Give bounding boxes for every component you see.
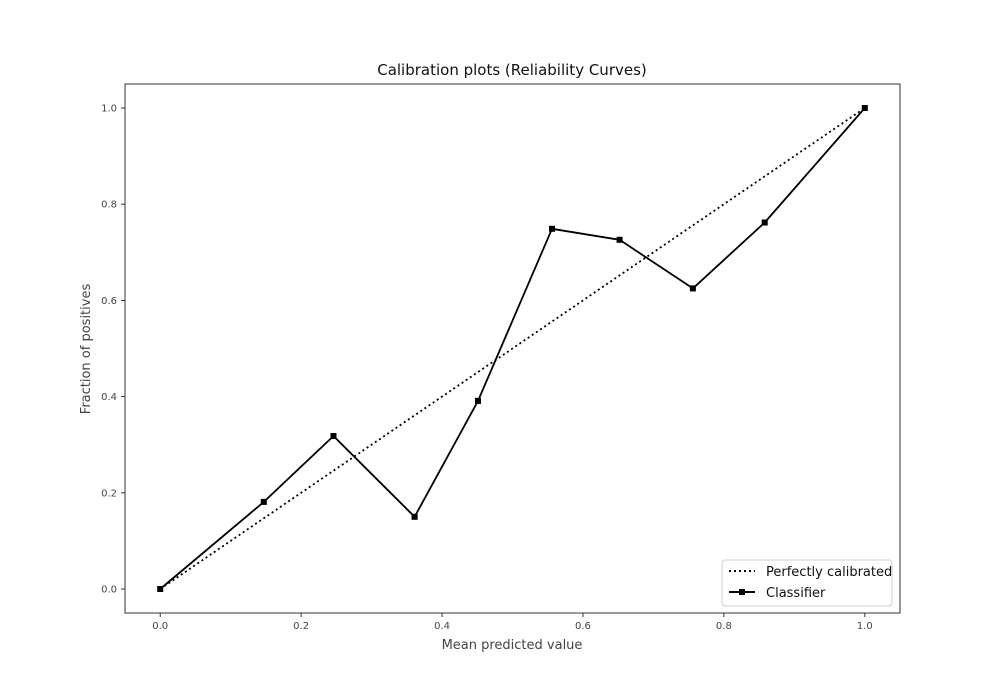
series-perfectly-calibrated-line bbox=[159, 107, 866, 590]
x-tick-label: 0.8 bbox=[716, 621, 732, 632]
x-tick-label: 1.0 bbox=[857, 621, 873, 632]
x-axis: 0.0 0.2 0.4 0.6 0.8 1.0 bbox=[152, 613, 873, 632]
series-classifier-point bbox=[157, 586, 164, 592]
series-classifier-point bbox=[761, 219, 768, 226]
y-tick-label: 0.2 bbox=[101, 488, 117, 499]
series-classifier-point bbox=[689, 285, 696, 292]
chart-title: Calibration plots (Reliability Curves) bbox=[377, 61, 647, 79]
legend: Perfectly calibrated Classifier bbox=[721, 559, 893, 607]
y-tick-label: 1.0 bbox=[101, 104, 117, 115]
x-tick-label: 0.6 bbox=[575, 621, 591, 632]
legend-classifier-marker bbox=[739, 589, 745, 595]
y-tick-label: 0.0 bbox=[101, 584, 117, 595]
y-tick-label: 0.8 bbox=[101, 200, 117, 211]
series-classifier-point bbox=[475, 397, 481, 404]
series-classifier-point bbox=[616, 236, 623, 243]
plot-frame bbox=[124, 83, 901, 614]
series-classifier-point bbox=[260, 498, 267, 505]
legend-box bbox=[721, 559, 893, 607]
series-classifier-point bbox=[861, 105, 868, 111]
series-classifier-point bbox=[411, 513, 418, 520]
series-classifier-line bbox=[159, 107, 866, 590]
y-tick-label: 0.4 bbox=[101, 392, 117, 403]
x-tick-label: 0.0 bbox=[152, 621, 168, 632]
series-classifier-point bbox=[549, 225, 555, 232]
plot-area bbox=[157, 105, 868, 592]
legend-classifier-label: Classifier bbox=[766, 586, 826, 601]
y-axis: 0.0 0.2 0.4 0.6 0.8 1.0 bbox=[101, 104, 125, 595]
y-tick-label: 0.6 bbox=[101, 296, 117, 307]
x-axis-label: Mean predicted value bbox=[442, 638, 583, 653]
x-tick-label: 0.4 bbox=[434, 621, 450, 632]
y-axis-label: Fraction of positives bbox=[79, 284, 94, 415]
series-classifier-point bbox=[330, 433, 337, 439]
legend-perfectly-calibrated-label: Perfectly calibrated bbox=[766, 565, 892, 580]
x-tick-label: 0.2 bbox=[293, 621, 309, 632]
